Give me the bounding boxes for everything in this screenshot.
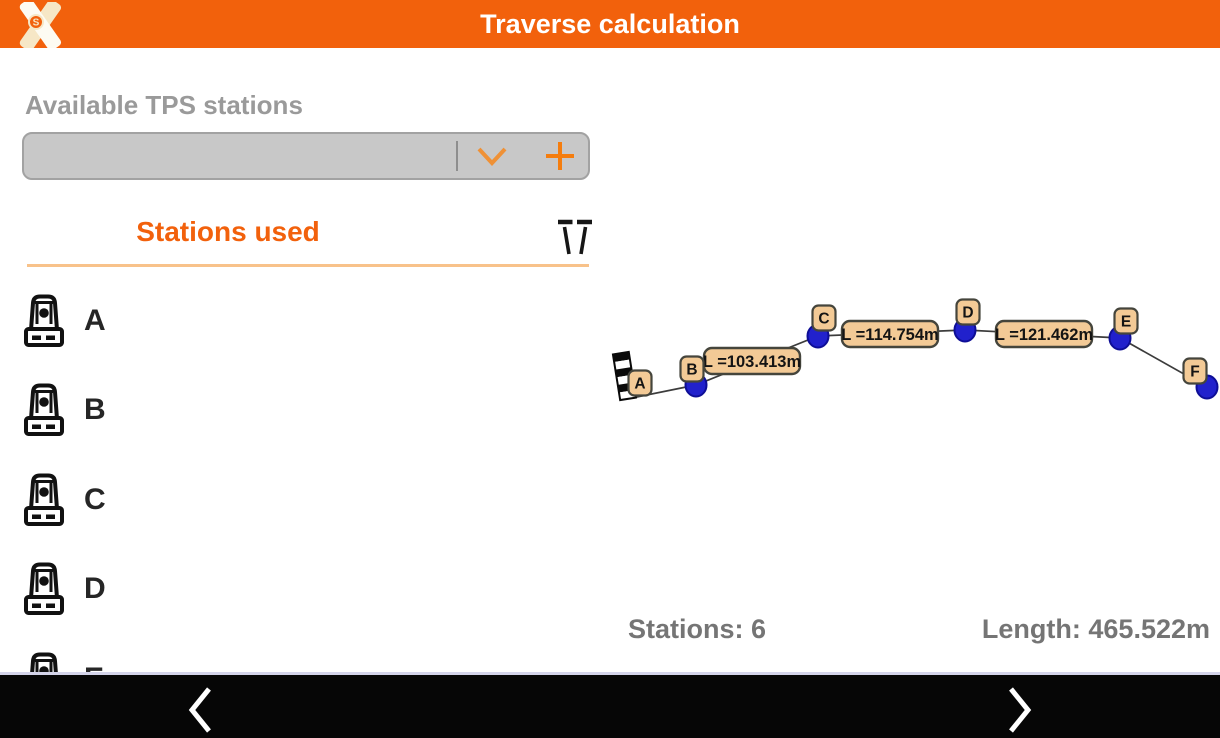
x-logo-icon: S [19,2,62,48]
chevron-left-icon [188,687,211,733]
point-label: D [962,305,973,322]
station-list-item[interactable]: E [12,651,572,674]
point-label: C [818,311,829,328]
app-header: S Traverse calculation [0,0,1220,48]
point-label: B [686,362,697,379]
point-label-box [1182,357,1208,385]
stations-used-divider [27,264,589,267]
point-label-box [1113,307,1139,335]
station-label: C [84,483,106,516]
length-label: L =114.754m [841,326,938,344]
point-label: F [1190,364,1199,381]
length-label: L =121.462m [995,326,1093,344]
point-label-box [679,355,705,383]
page-title: Traverse calculation [480,9,740,39]
stations-used-list: A B [0,280,600,674]
tps-station-input[interactable] [32,138,466,176]
station-label: B [84,393,106,426]
clear-stations-button[interactable] [555,214,595,256]
stations-count: Stations: 6 [628,614,767,644]
back-button[interactable] [140,683,260,737]
total-station-icon [24,562,64,615]
total-station-icon [30,652,58,674]
total-station-icon [24,383,64,436]
point-label: E [1121,314,1131,331]
footer-nav-bar [0,672,1220,738]
app-logo-button[interactable]: S [9,2,71,48]
available-tps-stations-label: Available TPS stations [25,90,303,120]
chevron-down-icon [477,147,507,166]
point-label: A [634,376,645,393]
length-label-box [994,319,1094,349]
trash-icon [558,219,592,255]
next-button[interactable] [960,683,1080,737]
station-list-item[interactable]: A [12,293,572,351]
point-label-box [811,304,837,332]
station-label: D [84,572,106,605]
total-station-icon [24,294,64,347]
plus-icon [546,142,574,170]
total-station-icon [24,473,64,526]
stations-used-title: Stations used [136,216,320,247]
point-label-box [955,298,981,326]
total-length: Length: 465.522m [981,614,1210,644]
expand-stations-button[interactable] [464,134,520,178]
add-station-button[interactable] [532,134,588,178]
tps-station-combo [22,132,590,180]
station-label: E [84,662,104,674]
length-label: L =103.413m [703,353,801,371]
combo-divider [456,141,458,171]
station-label: A [84,304,106,337]
station-list-item[interactable]: B [12,382,572,440]
length-label-box [840,319,940,349]
svg-text:S: S [33,18,40,29]
chevron-right-icon [1009,687,1032,733]
station-list-item[interactable]: D [12,561,572,619]
station-list-item[interactable]: C [12,472,572,530]
point-label-box [627,369,653,397]
